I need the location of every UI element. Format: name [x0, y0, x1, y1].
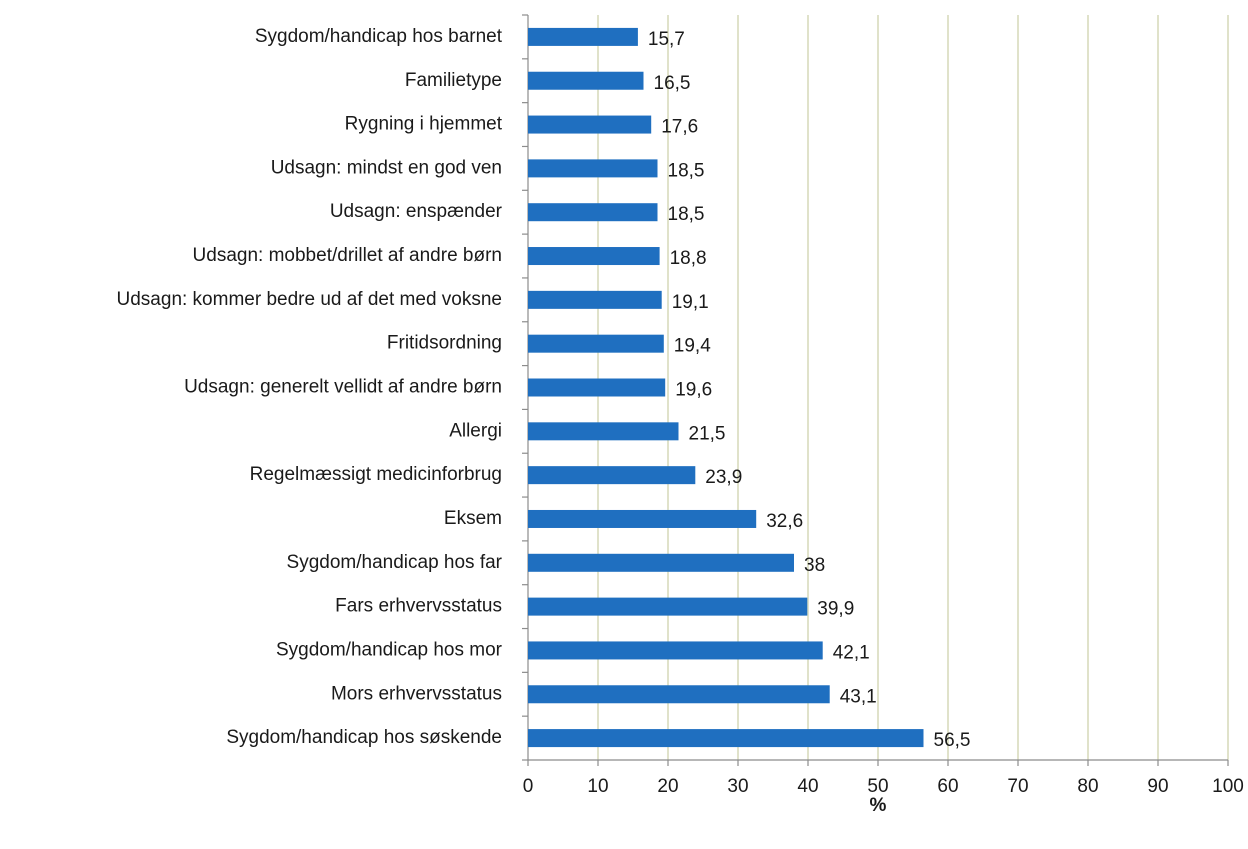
y-tick-label: Udsagn: generelt vellidt af andre børn	[184, 377, 502, 398]
bar	[528, 334, 664, 353]
bar	[528, 553, 794, 572]
y-tick-label: Sygdom/handicap hos søskende	[226, 727, 502, 748]
x-tick-label: 0	[523, 776, 534, 797]
y-tick-label: Rygning i hjemmet	[345, 114, 503, 135]
value-label: 18,8	[670, 248, 707, 269]
bar	[528, 685, 830, 704]
y-tick-label: Fars erhvervsstatus	[335, 596, 502, 617]
bar	[528, 115, 652, 134]
y-tick-label: Allergi	[449, 420, 502, 441]
bar	[528, 27, 638, 46]
bar	[528, 159, 658, 178]
value-label: 39,9	[817, 599, 854, 620]
x-tick-label: 70	[1007, 776, 1028, 797]
y-tick-label: Regelmæssigt medicinforbrug	[250, 464, 502, 485]
y-tick-label: Udsagn: enspænder	[330, 201, 503, 222]
value-label: 18,5	[668, 160, 705, 181]
value-label: 19,4	[674, 336, 711, 357]
bar	[528, 378, 666, 397]
value-label: 56,5	[934, 730, 971, 751]
x-tick-label: 50	[867, 776, 888, 797]
y-tick-label: Udsagn: kommer bedre ud af det med voksn…	[117, 289, 502, 310]
x-tick-label: 40	[797, 776, 818, 797]
y-tick-label: Eksem	[444, 508, 502, 529]
x-tick-label: 90	[1147, 776, 1168, 797]
x-tick-label: 20	[657, 776, 678, 797]
x-tick-label: 30	[727, 776, 748, 797]
x-tick-label: 100	[1212, 776, 1244, 797]
value-label: 19,6	[675, 380, 712, 401]
value-label: 43,1	[840, 686, 877, 707]
value-label: 18,5	[668, 204, 705, 225]
value-label: 32,6	[766, 511, 803, 532]
value-label: 17,6	[661, 117, 698, 138]
x-axis-label: %	[870, 795, 887, 816]
value-label: 38	[804, 555, 825, 576]
bar	[528, 597, 808, 616]
bar	[528, 290, 662, 309]
bar	[528, 729, 924, 748]
value-label: 42,1	[833, 642, 870, 663]
bar	[528, 247, 660, 266]
y-tick-label: Fritidsordning	[387, 333, 502, 354]
value-label: 19,1	[672, 292, 709, 313]
bar	[528, 71, 644, 90]
bar	[528, 509, 757, 528]
y-tick-label: Familietype	[405, 70, 502, 91]
x-tick-label: 80	[1077, 776, 1098, 797]
y-tick-label: Sygdom/handicap hos barnet	[255, 26, 503, 47]
y-tick-label: Udsagn: mobbet/drillet af andre børn	[193, 245, 502, 266]
value-label: 21,5	[689, 423, 726, 444]
y-tick-label: Sygdom/handicap hos mor	[276, 639, 503, 660]
y-tick-label: Sygdom/handicap hos far	[287, 552, 503, 573]
x-tick-label: 60	[937, 776, 958, 797]
value-label: 23,9	[705, 467, 742, 488]
y-tick-label: Mors erhvervsstatus	[331, 683, 502, 704]
bar	[528, 422, 679, 441]
y-tick-label: Udsagn: mindst en god ven	[271, 157, 502, 178]
x-tick-label: 10	[587, 776, 608, 797]
value-label: 15,7	[648, 29, 685, 50]
bar	[528, 641, 823, 660]
bar	[528, 203, 658, 222]
bar	[528, 466, 696, 485]
value-label: 16,5	[654, 73, 691, 94]
